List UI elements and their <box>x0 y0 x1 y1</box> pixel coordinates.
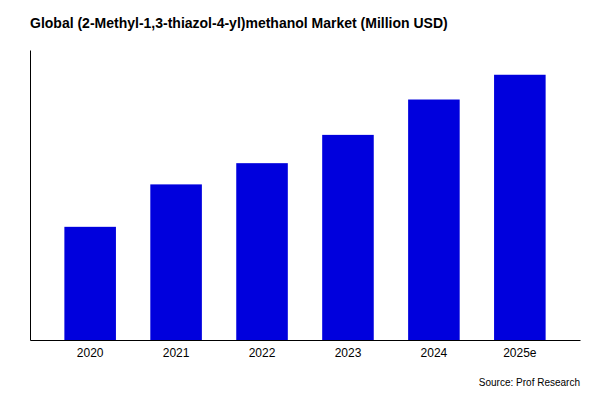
tick: 2023 <box>335 346 362 360</box>
chart: 2020 2021 2022 2023 2024 2025e Global (2-Methy… <box>0 0 600 400</box>
tick: 2024 <box>421 346 448 360</box>
tick-label: 2020 <box>77 346 104 360</box>
y-axis <box>30 51 31 341</box>
tick-label: 2024 <box>421 346 448 360</box>
annotation: Source: Prof Research <box>479 377 580 388</box>
bar <box>64 227 116 340</box>
tick: 2022 <box>249 346 276 360</box>
plot: 2020 2021 2022 2023 2024 2025e <box>31 51 581 360</box>
title: Global (2-Methyl-1,3-thiazol-4-yl)methan… <box>30 15 448 31</box>
bar <box>150 184 202 340</box>
bar <box>236 163 288 340</box>
axis-line <box>30 51 31 341</box>
bar <box>494 75 546 340</box>
bar <box>322 135 374 340</box>
tick-label: 2023 <box>335 346 362 360</box>
tick: 2025e <box>503 346 537 360</box>
tick-label: 2025e <box>503 346 537 360</box>
tick: 2020 <box>77 346 104 360</box>
tick-label: 2022 <box>249 346 276 360</box>
bars <box>64 75 545 340</box>
axis-line <box>31 340 581 341</box>
tick-label: 2021 <box>163 346 190 360</box>
bar <box>408 100 460 340</box>
tick: 2021 <box>163 346 190 360</box>
x-axis: 2020 2021 2022 2023 2024 2025e <box>31 341 581 360</box>
